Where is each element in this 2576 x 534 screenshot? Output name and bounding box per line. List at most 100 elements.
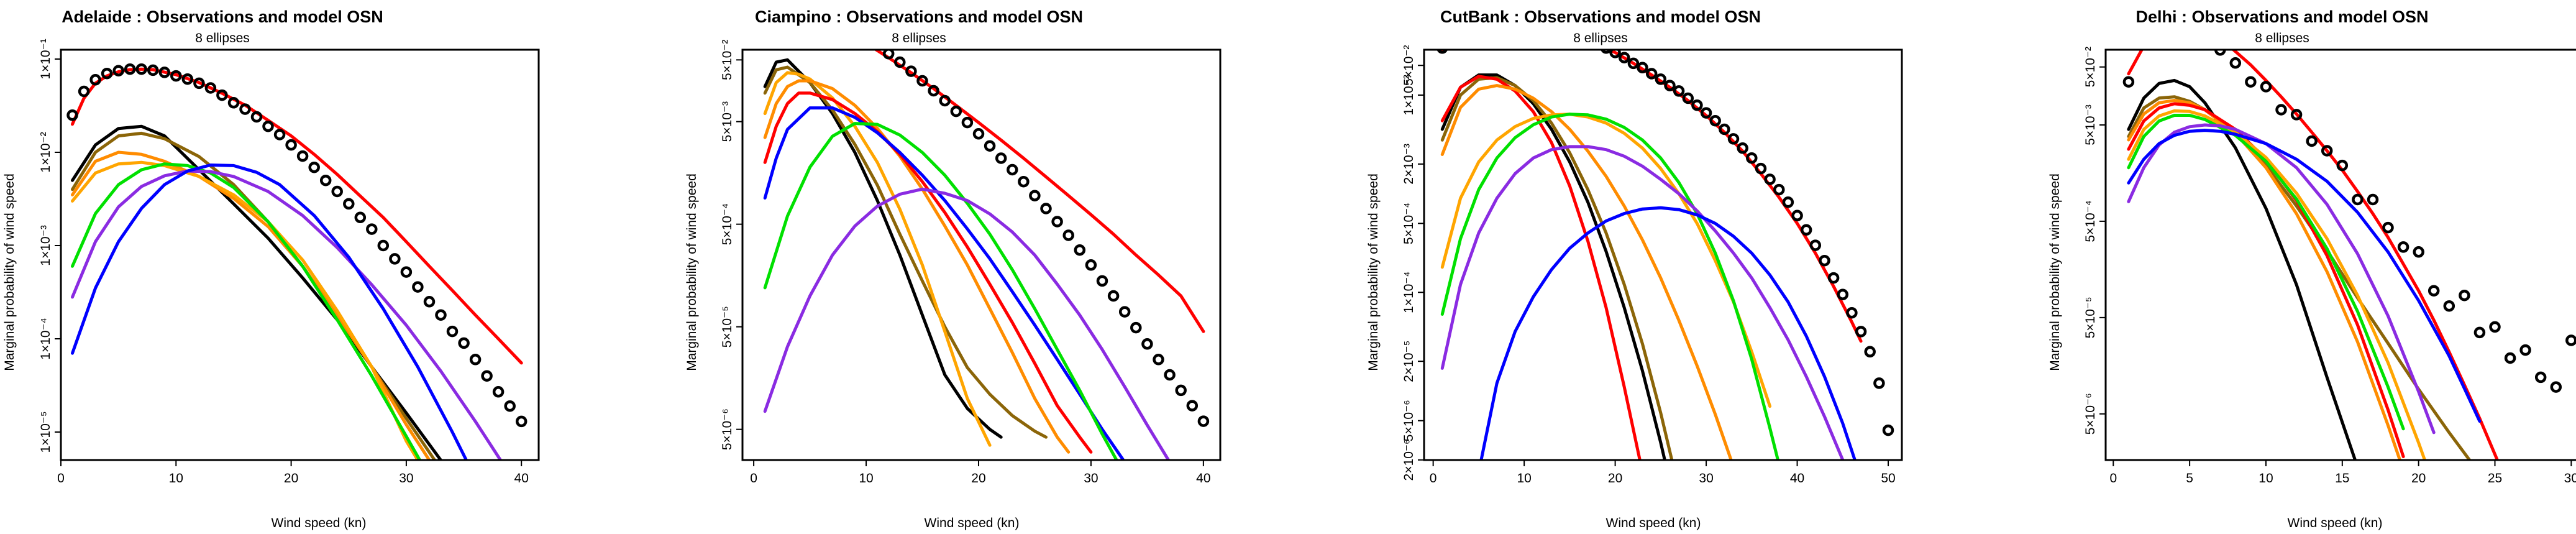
observation-point [2275,104,2287,116]
observation-point [1846,306,1858,319]
series-line-ellipse-6 [2127,114,2405,431]
observation-point [216,89,228,101]
series-line-ellipse-6 [71,169,503,460]
observation-point [862,33,870,42]
observation-point [928,85,939,97]
observation-point [504,400,516,412]
observation-point [389,253,401,265]
series-line-model [1440,50,1863,343]
observation-point [874,50,881,51]
observation-point [2352,193,2364,206]
observations [806,0,1210,427]
chart-title: CutBank : Observations and model OSN [1440,7,1761,26]
x-tick-label: 20 [1608,471,1622,486]
plot-frame [1423,48,1903,461]
observation-point [905,65,917,77]
y-axis-label: Marginal probability of wind speed [2048,173,2062,371]
y-axis-label: Marginal probability of wind speed [685,173,699,371]
plot-frame [741,48,1222,461]
series-line-ellipse-7 [1440,145,1845,460]
y-axis-label: Marginal probability of wind speed [1366,173,1381,371]
observation-point [1819,254,1830,267]
series-line-ellipse-4 [1440,84,1733,460]
x-tick-label: 30 [2564,471,2576,486]
x-tick-label: 20 [284,471,298,486]
observation-point [1873,377,1885,389]
observation-point [1855,326,1867,338]
observation-point [1755,162,1767,175]
observation-point [972,128,985,140]
chart-title: Delhi : Observations and model OSN [2135,7,2428,26]
observation-point [916,75,928,87]
observation-point [950,105,962,117]
observation-point [1737,142,1748,154]
observation-point [2122,76,2135,88]
y-tick-label: 5×10⁻⁶ [1402,400,1416,441]
observation-point [2306,135,2318,147]
series-line-ellipse-8 [1479,206,1857,460]
observation-point [2201,38,2209,47]
observation-point [1601,50,1612,54]
observation-point [1175,384,1187,397]
observation-point [78,85,90,98]
observation-point [2139,39,2148,48]
observation-point [515,415,528,428]
y-tick-label: 5×10⁻⁴ [2083,200,2098,242]
observation-point [204,82,217,94]
x-axis-label: Wind speed (kn) [1606,516,1701,530]
observation-point [2565,334,2576,346]
y-tick-label: 5×10⁻⁴ [1402,203,1416,244]
series-group [71,67,523,460]
observation-point [1809,239,1822,251]
observation-point [319,174,332,186]
observation-point [354,211,367,224]
observation-point [2245,76,2257,88]
observation-point [2504,352,2516,364]
observation-point [1018,175,1030,188]
observation-point [2428,285,2440,297]
observation-point [1186,400,1199,412]
observations [2122,38,2576,393]
observation-point [1645,68,1658,80]
observation-point [1782,196,1794,208]
observation-point [412,281,424,293]
y-tick-label: 1×10⁻² [1402,75,1416,115]
series-line-ellipse-2 [1440,76,1674,460]
observation-point [423,296,436,308]
observation-point [2290,109,2303,121]
y-axis-label: Marginal probability of wind speed [2,173,17,371]
x-tick-label: 10 [1517,471,1531,486]
observation-point [193,77,205,90]
series-line-model [71,67,523,365]
observation-point [1864,346,1876,358]
observation-point [1691,99,1703,111]
x-tick-label: 30 [1699,471,1713,486]
plot-area: 0 10 20 30 40 5×10⁻² 5×10⁻³ 5×10⁻⁴ 5×10⁻⁵ 5×10⁻⁶ [720,0,1222,486]
y-tick-label: 2×10⁻³ [1402,144,1416,184]
series-line-ellipse-5 [71,162,422,460]
observation-point [1627,57,1640,70]
y-tick-label: 5×10⁻³ [2083,104,2098,145]
observation-point [1609,50,1621,58]
observation-point [239,103,251,115]
plot-frame [60,48,540,461]
observation-point [435,309,447,321]
series-line-ellipse-8 [2127,129,2482,423]
observation-point [446,325,459,338]
series-line-ellipse-4 [71,160,419,460]
y-tick-label: 1×10⁻² [39,132,53,172]
observation-point [1197,415,1210,427]
observation-point [1800,224,1812,236]
observation-point [1637,62,1648,74]
observation-point [1040,203,1052,214]
y-tick-label: 2×10⁻⁵ [1402,341,1416,382]
observation-point [2397,241,2409,253]
observation-point [882,50,895,60]
observation-point [2229,57,2242,69]
observation-point [285,139,297,151]
series-line-ellipse-1 [1440,73,1666,460]
observation-point [806,0,815,6]
chart-subtitle: 8 ellipses [195,31,250,45]
observation-point [1062,229,1074,241]
series-line-ellipse-1 [763,58,1003,439]
